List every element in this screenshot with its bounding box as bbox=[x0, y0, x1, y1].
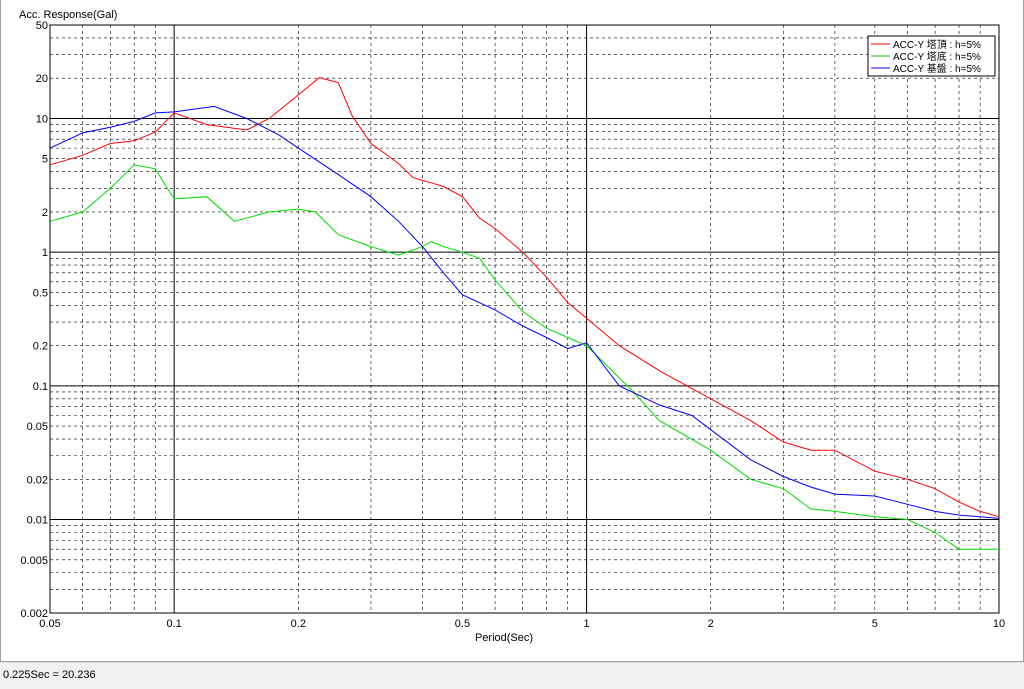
y-tick-label: 50 bbox=[36, 20, 48, 32]
y-tick-label: 0.05 bbox=[27, 421, 48, 433]
x-tick-label: 0.05 bbox=[39, 618, 60, 630]
y-tick-label: 0.1 bbox=[33, 381, 48, 393]
chart-window: 0.05 0.1 0.2 0.5 1 2 5 10 50 20 10 5 2 1 0.5 0.2 0.1 0.0… bbox=[0, 0, 1024, 662]
y-axis-label: Acc. Response(Gal) bbox=[19, 9, 117, 21]
y-tick-label: 0.2 bbox=[33, 341, 48, 353]
series-line-2 bbox=[49, 105, 1000, 519]
y-tick-label: 2 bbox=[42, 207, 48, 219]
major-gridlines bbox=[50, 25, 999, 613]
x-tick-label: 5 bbox=[872, 618, 878, 630]
x-tick-label: 0.2 bbox=[291, 618, 306, 630]
minor-gridlines bbox=[50, 25, 999, 613]
y-tick-label: 20 bbox=[36, 73, 48, 85]
x-tick-label: 2 bbox=[708, 618, 714, 630]
x-tick-label: 0.5 bbox=[455, 618, 470, 630]
legend-label-0: ACC-Y 塔頂 : h=5% bbox=[893, 38, 981, 51]
response-spectrum-chart: 0.05 0.1 0.2 0.5 1 2 5 10 5020105210.50.20.10.0… bbox=[19, 9, 1005, 644]
x-tick-label: 1 bbox=[584, 618, 590, 630]
series-line-1 bbox=[49, 164, 999, 550]
y-tick-label: 0.5 bbox=[33, 287, 48, 299]
y-tick-label: 5 bbox=[42, 154, 48, 166]
legend-label-1: ACC-Y 塔底 : h=5% bbox=[893, 50, 981, 63]
plot-area bbox=[49, 24, 1000, 614]
x-tick-label: 10 bbox=[993, 618, 1005, 630]
y-tick-label: 0.01 bbox=[27, 515, 48, 527]
legend: ACC-Y 塔頂 : h=5% ACC-Y 塔底 : h=5% ACC-Y 基盤… bbox=[867, 35, 996, 77]
legend-label-2: ACC-Y 基盤 : h=5% bbox=[893, 62, 981, 75]
x-axis-ticks: 0.05 0.1 0.2 0.5 1 2 5 10 bbox=[39, 618, 1005, 630]
y-tick-label: 1 bbox=[42, 247, 48, 259]
status-readout: 0.225Sec = 20.236 bbox=[3, 669, 96, 681]
x-tick-label: 0.1 bbox=[167, 618, 182, 630]
y-tick-label: 10 bbox=[36, 113, 48, 125]
x-axis-label: Period(Sec) bbox=[475, 632, 533, 644]
y-tick-label: 0.02 bbox=[27, 474, 48, 486]
y-axis-ticks: 50 20 10 5 2 1 0.5 0.2 0.1 0.05 0.02 0.01 0.005 0.002 bbox=[20, 20, 48, 620]
status-bar: 0.225Sec = 20.236 bbox=[0, 662, 1024, 689]
series-line-0 bbox=[49, 77, 1000, 518]
series-layer bbox=[49, 77, 1000, 550]
y-tick-label: 0.005 bbox=[20, 555, 48, 567]
y-tick-label: 0.002 bbox=[20, 608, 48, 620]
